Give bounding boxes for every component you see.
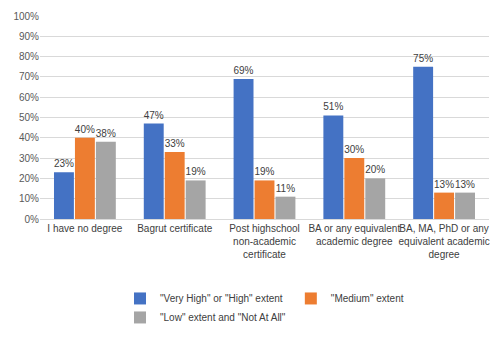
svg-text:50%: 50% [19, 112, 39, 123]
svg-text:0%: 0% [25, 214, 40, 225]
svg-text:13%: 13% [455, 179, 475, 190]
svg-text:80%: 80% [19, 51, 39, 62]
svg-text:BA, MA, PhD or anyequivalent a: BA, MA, PhD or anyequivalent academicdeg… [399, 223, 490, 260]
svg-text:70%: 70% [19, 71, 39, 82]
svg-text:40%: 40% [19, 132, 39, 143]
svg-text:69%: 69% [233, 65, 253, 76]
svg-text:20%: 20% [19, 173, 39, 184]
svg-text:I have no degree: I have no degree [47, 223, 122, 234]
svg-text:"Medium" extent: "Medium" extent [331, 293, 404, 304]
svg-text:30%: 30% [344, 144, 364, 155]
svg-text:33%: 33% [165, 138, 185, 149]
svg-text:11%: 11% [276, 183, 295, 194]
svg-text:60%: 60% [19, 92, 39, 103]
svg-text:90%: 90% [19, 31, 39, 42]
svg-text:13%: 13% [434, 179, 454, 190]
svg-text:47%: 47% [144, 110, 164, 121]
svg-text:Post highschoolnon-academiccer: Post highschoolnon-academiccertificate [229, 223, 300, 260]
svg-text:23%: 23% [54, 158, 74, 169]
svg-text:19%: 19% [254, 166, 274, 177]
svg-text:19%: 19% [186, 166, 206, 177]
svg-text:20%: 20% [365, 164, 385, 175]
svg-text:"Very High" or "High" extent: "Very High" or "High" extent [160, 293, 283, 304]
svg-text:"Low" extent and "Not At All": "Low" extent and "Not At All" [160, 312, 286, 323]
svg-text:30%: 30% [19, 153, 39, 164]
svg-text:100%: 100% [13, 11, 39, 22]
svg-text:BA or any equivalentacademic d: BA or any equivalentacademic degree [308, 223, 400, 247]
svg-text:10%: 10% [19, 193, 39, 204]
svg-text:51%: 51% [323, 101, 343, 112]
svg-text:75%: 75% [413, 53, 433, 64]
svg-text:Bagrut certificate: Bagrut certificate [137, 223, 212, 234]
svg-text:38%: 38% [96, 128, 116, 139]
svg-text:40%: 40% [75, 124, 95, 135]
